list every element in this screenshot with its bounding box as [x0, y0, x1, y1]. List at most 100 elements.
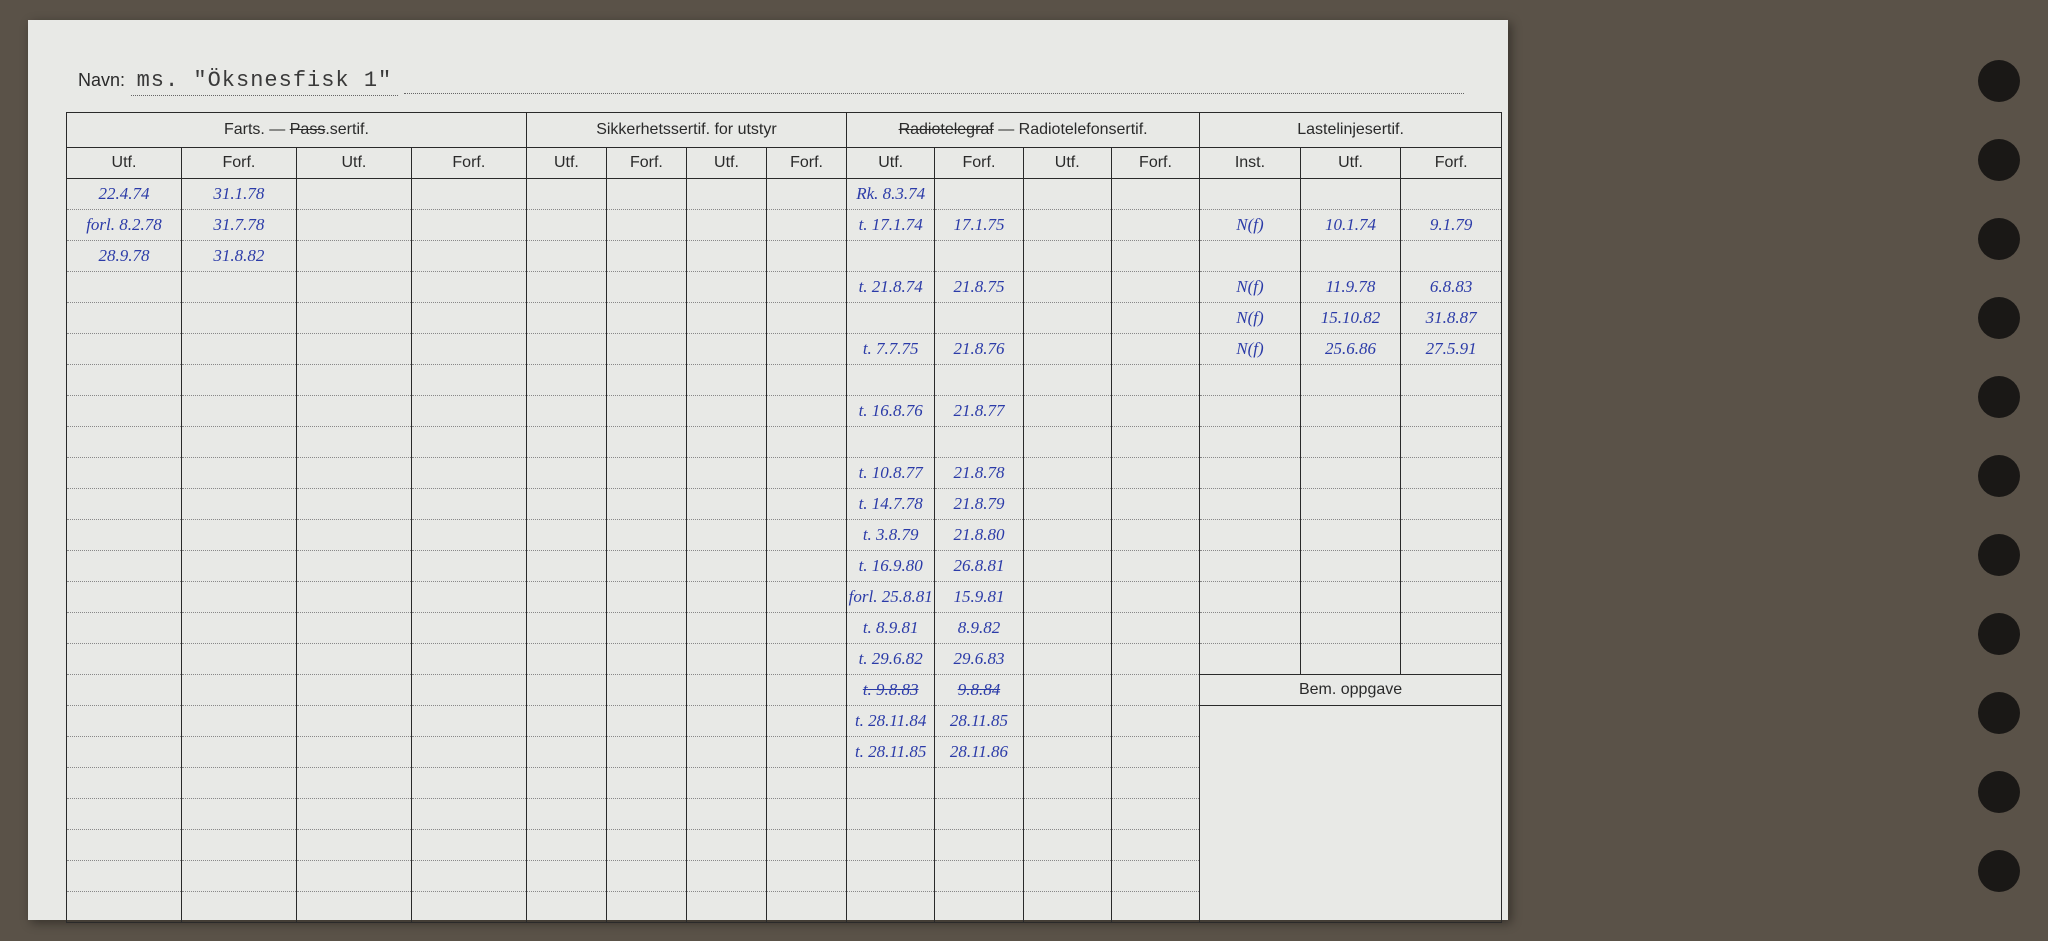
table-cell — [296, 427, 411, 458]
table-cell — [767, 489, 847, 520]
handwritten-value: 25.6.86 — [1325, 339, 1376, 358]
table-cell: 21.8.76 — [935, 334, 1023, 365]
handwritten-value: t. 3.8.79 — [863, 525, 919, 544]
table-cell — [411, 179, 526, 210]
table-row: t. 16.8.7621.8.77 — [67, 396, 1502, 427]
handwritten-value: 29.6.83 — [953, 649, 1004, 668]
table-cell — [1111, 582, 1199, 613]
table-cell — [296, 303, 411, 334]
table-cell — [526, 551, 606, 582]
table-cell — [296, 613, 411, 644]
table-cell — [1401, 427, 1502, 458]
table-cell — [767, 613, 847, 644]
table-cell — [296, 551, 411, 582]
table-row: t. 28.11.8428.11.85 — [67, 706, 1502, 737]
table-cell — [296, 334, 411, 365]
table-cell — [67, 334, 182, 365]
table-cell: 21.8.77 — [935, 396, 1023, 427]
table-cell — [767, 737, 847, 768]
table-cell — [767, 365, 847, 396]
table-cell — [935, 892, 1023, 923]
table-cell — [411, 675, 526, 706]
binder-hole — [1978, 850, 2020, 892]
table-cell — [526, 613, 606, 644]
table-cell — [606, 582, 686, 613]
handwritten-value: 28.11.85 — [950, 711, 1008, 730]
table-cell: t. 9.8.83 — [847, 675, 935, 706]
table-cell — [526, 396, 606, 427]
table-cell — [296, 737, 411, 768]
table-cell — [606, 179, 686, 210]
table-cell — [296, 241, 411, 272]
table-cell — [606, 520, 686, 551]
binder-holes — [1978, 60, 2020, 929]
table-cell — [767, 799, 847, 830]
table-cell — [606, 551, 686, 582]
table-cell — [686, 303, 766, 334]
table-cell — [1023, 706, 1111, 737]
table-cell — [67, 489, 182, 520]
table-cell — [1023, 861, 1111, 892]
table-cell — [67, 365, 182, 396]
handwritten-value: t. 8.9.81 — [863, 618, 919, 637]
sub-forf: Forf. — [935, 148, 1023, 179]
table-cell — [526, 303, 606, 334]
table-cell — [181, 303, 296, 334]
table-cell: t. 16.9.80 — [847, 551, 935, 582]
table-cell — [526, 520, 606, 551]
table-cell — [1023, 613, 1111, 644]
table-cell — [1401, 613, 1502, 644]
table-cell — [181, 644, 296, 675]
table-cell — [935, 427, 1023, 458]
table-cell — [1401, 241, 1502, 272]
table-cell — [1401, 396, 1502, 427]
table-cell — [181, 706, 296, 737]
table-cell — [1200, 489, 1301, 520]
table-cell — [1023, 520, 1111, 551]
table-cell — [686, 396, 766, 427]
table-cell — [181, 892, 296, 923]
table-row: N(f)15.10.8231.8.87 — [67, 303, 1502, 334]
handwritten-value: 27.5.91 — [1426, 339, 1477, 358]
table-cell — [686, 365, 766, 396]
table-cell — [526, 706, 606, 737]
table-cell — [526, 675, 606, 706]
table-cell — [1023, 737, 1111, 768]
table-cell — [526, 241, 606, 272]
binder-hole — [1978, 139, 2020, 181]
table-cell — [181, 334, 296, 365]
table-cell — [296, 489, 411, 520]
table-cell — [526, 179, 606, 210]
table-cell — [67, 830, 182, 861]
table-cell — [526, 334, 606, 365]
table-cell — [606, 768, 686, 799]
table-cell — [1111, 675, 1199, 706]
table-cell — [1111, 768, 1199, 799]
table-cell — [606, 241, 686, 272]
handwritten-value: 28.11.86 — [950, 742, 1008, 761]
table-cell — [686, 737, 766, 768]
table-cell — [181, 613, 296, 644]
table-cell — [606, 675, 686, 706]
sub-utf: Utf. — [686, 148, 766, 179]
table-cell — [767, 179, 847, 210]
sub-inst: Inst. — [1200, 148, 1301, 179]
table-cell — [1111, 272, 1199, 303]
table-cell: t. 21.8.74 — [847, 272, 935, 303]
table-cell: 27.5.91 — [1401, 334, 1502, 365]
table-cell — [1111, 365, 1199, 396]
table-cell — [526, 830, 606, 861]
name-dotted-line — [404, 75, 1464, 94]
table-row: t. 9.8.839.8.84Bem. oppgave — [67, 675, 1502, 706]
table-cell — [411, 582, 526, 613]
table-cell — [67, 303, 182, 334]
table-cell — [411, 396, 526, 427]
table-cell — [686, 613, 766, 644]
table-row — [67, 427, 1502, 458]
table-cell — [606, 489, 686, 520]
table-row: t. 16.9.8026.8.81 — [67, 551, 1502, 582]
table-cell — [606, 458, 686, 489]
table-cell — [935, 303, 1023, 334]
table-row: t. 14.7.7821.8.79 — [67, 489, 1502, 520]
table-cell — [1401, 551, 1502, 582]
